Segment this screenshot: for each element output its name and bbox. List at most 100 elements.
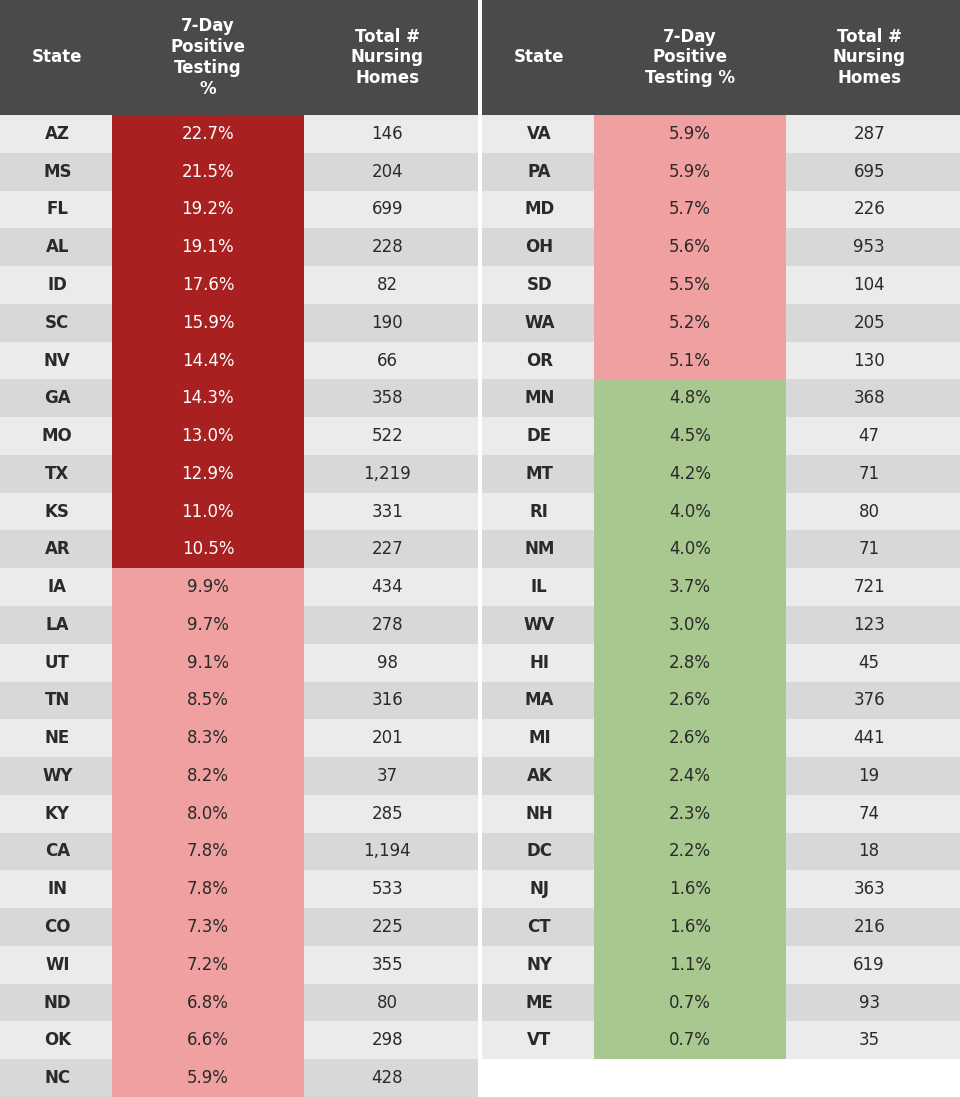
Text: 2.6%: 2.6% [669, 730, 711, 747]
Text: AZ: AZ [45, 125, 70, 143]
Text: AK: AK [526, 767, 552, 785]
Text: KY: KY [45, 805, 70, 823]
Text: 80: 80 [858, 502, 879, 521]
Bar [594, 795, 785, 833]
Text: AL: AL [46, 238, 69, 257]
Text: NY: NY [526, 955, 552, 974]
Bar [482, 191, 960, 228]
Text: FL: FL [46, 201, 68, 218]
Bar [594, 720, 785, 757]
Text: NC: NC [44, 1070, 70, 1087]
Bar [482, 681, 960, 720]
Text: 0.7%: 0.7% [669, 1031, 710, 1050]
Bar [0, 870, 478, 908]
Text: 14.3%: 14.3% [181, 389, 234, 407]
Text: IN: IN [47, 880, 67, 898]
Bar [0, 152, 478, 191]
Bar [482, 757, 960, 795]
Bar [482, 568, 960, 606]
Text: VA: VA [527, 125, 552, 143]
Bar [482, 1021, 960, 1060]
Text: 82: 82 [376, 276, 397, 294]
Text: HI: HI [529, 654, 549, 671]
Bar [594, 267, 785, 304]
Bar [482, 341, 960, 380]
Text: OR: OR [526, 351, 553, 370]
Text: 3.0%: 3.0% [669, 615, 711, 634]
Text: 5.1%: 5.1% [669, 351, 711, 370]
Text: 3.7%: 3.7% [669, 578, 711, 596]
Text: CA: CA [45, 842, 70, 860]
Text: OK: OK [44, 1031, 71, 1050]
Text: DC: DC [526, 842, 552, 860]
Text: 12.9%: 12.9% [181, 465, 234, 483]
Bar [112, 908, 303, 946]
Text: 953: 953 [853, 238, 885, 257]
Text: 18: 18 [858, 842, 879, 860]
Bar [112, 568, 303, 606]
Bar [0, 1060, 478, 1097]
Bar [482, 531, 960, 568]
Bar [0, 833, 478, 870]
Bar [478, 0, 482, 1097]
Text: 45: 45 [858, 654, 879, 671]
Text: Total #
Nursing
Homes: Total # Nursing Homes [350, 27, 423, 88]
Bar [594, 984, 785, 1021]
Bar [0, 267, 478, 304]
Text: RI: RI [530, 502, 549, 521]
Bar [112, 946, 303, 984]
Bar [0, 908, 478, 946]
Text: 6.6%: 6.6% [187, 1031, 228, 1050]
Bar [594, 606, 785, 644]
Text: 104: 104 [853, 276, 885, 294]
Text: 5.6%: 5.6% [669, 238, 710, 257]
Text: 9.7%: 9.7% [187, 615, 228, 634]
Bar [112, 681, 303, 720]
Text: 8.5%: 8.5% [187, 691, 228, 710]
Text: IA: IA [48, 578, 67, 596]
Text: 190: 190 [372, 314, 403, 331]
Text: 22.7%: 22.7% [181, 125, 234, 143]
Text: 298: 298 [372, 1031, 403, 1050]
Bar [594, 531, 785, 568]
Text: 74: 74 [858, 805, 879, 823]
Text: GA: GA [44, 389, 71, 407]
Text: VT: VT [527, 1031, 551, 1050]
Bar [594, 341, 785, 380]
Text: 0.7%: 0.7% [669, 994, 710, 1011]
Text: 8.2%: 8.2% [187, 767, 228, 785]
Bar [112, 115, 303, 152]
Text: 363: 363 [853, 880, 885, 898]
Bar [482, 267, 960, 304]
Bar [482, 984, 960, 1021]
Text: NE: NE [45, 730, 70, 747]
Bar [482, 493, 960, 531]
Bar [482, 720, 960, 757]
Bar [112, 191, 303, 228]
Text: UT: UT [45, 654, 70, 671]
Bar [482, 606, 960, 644]
Bar [112, 833, 303, 870]
Bar [594, 228, 785, 267]
Text: 146: 146 [372, 125, 403, 143]
Text: 7-Day
Positive
Testing %: 7-Day Positive Testing % [645, 27, 735, 88]
Bar [0, 380, 478, 417]
Text: 358: 358 [372, 389, 403, 407]
Bar [0, 191, 478, 228]
Bar [482, 455, 960, 493]
Text: 721: 721 [853, 578, 885, 596]
Text: 8.3%: 8.3% [187, 730, 228, 747]
Text: 13.0%: 13.0% [181, 427, 234, 445]
Text: CO: CO [44, 918, 71, 936]
Text: 695: 695 [853, 162, 885, 181]
Bar [482, 946, 960, 984]
Bar [112, 720, 303, 757]
Text: LA: LA [46, 615, 69, 634]
Text: 4.0%: 4.0% [669, 541, 710, 558]
Bar [482, 380, 960, 417]
Text: 7.8%: 7.8% [187, 842, 228, 860]
Bar [482, 304, 960, 341]
Text: 5.9%: 5.9% [669, 125, 710, 143]
Text: 287: 287 [853, 125, 885, 143]
Text: 71: 71 [858, 541, 879, 558]
